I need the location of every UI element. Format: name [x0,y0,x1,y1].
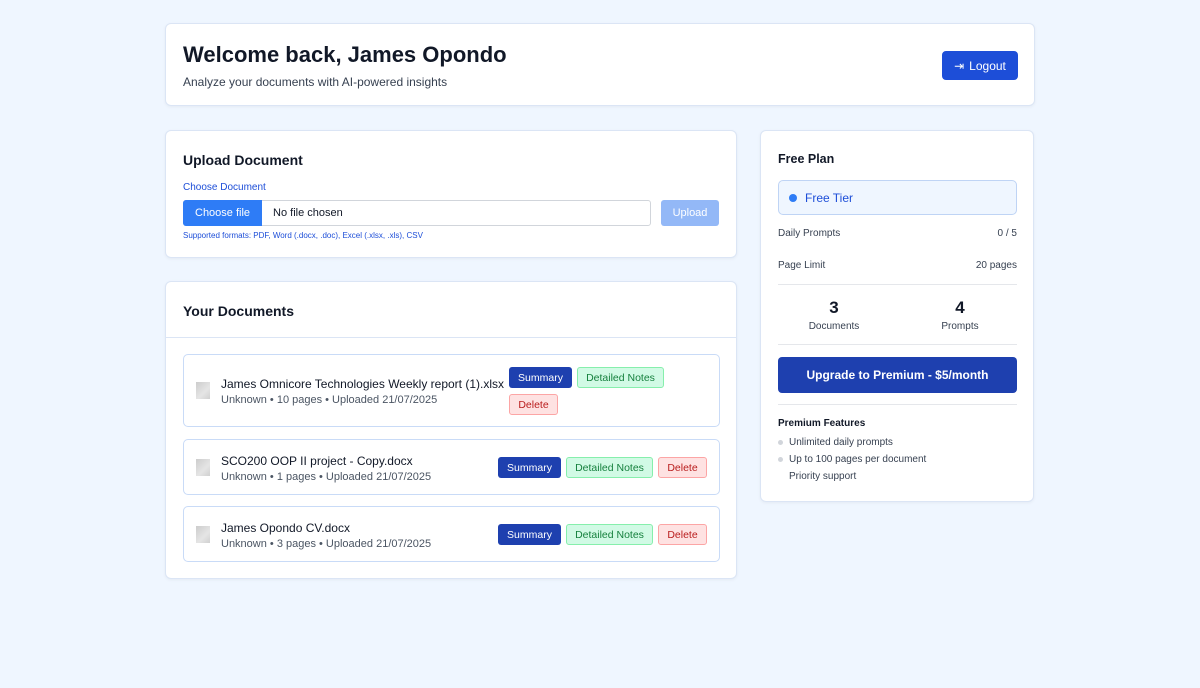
plan-title: Free Plan [778,152,835,166]
detailed-notes-button[interactable]: Detailed Notes [577,367,664,388]
page-limit-row: Page Limit 20 pages [778,260,1017,271]
divider [778,404,1017,405]
welcome-header: Welcome back, James Opondo Analyze your … [165,23,1035,106]
feature-item: Priority support [789,471,857,482]
page-title: Welcome back, James Opondo [183,42,507,67]
feature-item: Up to 100 pages per document [778,454,926,465]
document-name: SCO200 OOP II project - Copy.docx [221,454,413,468]
document-meta: Unknown • 3 pages • Uploaded 21/07/2025 [221,538,432,550]
upload-panel: Upload Document Choose Document Choose f… [165,130,737,258]
logout-button[interactable]: ⇥ Logout [942,51,1018,80]
document-name: James Omnicore Technologies Weekly repor… [221,377,504,391]
supported-formats: Supported formats: PDF, Word (.docx, .do… [183,231,423,240]
delete-button[interactable]: Delete [658,457,707,478]
detailed-notes-button[interactable]: Detailed Notes [566,457,653,478]
plan-panel: Free Plan Free Tier Daily Prompts 0 / 5 P… [760,130,1034,502]
upload-button[interactable]: Upload [661,200,719,226]
file-icon [196,459,210,476]
documents-stat: 3 Documents [808,298,860,332]
delete-button[interactable]: Delete [658,524,707,545]
detailed-notes-button[interactable]: Detailed Notes [566,524,653,545]
prompts-stat: 4 Prompts [941,298,979,332]
summary-button[interactable]: Summary [509,367,572,388]
premium-features-title: Premium Features [778,418,866,429]
file-icon [196,526,210,543]
documents-panel: Your Documents James Omnicore Technologi… [165,281,737,579]
summary-button[interactable]: Summary [498,524,561,545]
feature-item: Unlimited daily prompts [778,437,893,448]
bullet-icon [778,440,783,445]
document-item: SCO200 OOP II project - Copy.docx Unknow… [183,439,720,495]
document-meta: Unknown • 10 pages • Uploaded 21/07/2025 [221,394,438,406]
file-status: No file chosen [273,207,343,219]
divider [778,284,1017,285]
divider [778,344,1017,345]
choose-document-label: Choose Document [183,182,266,193]
choose-file-button[interactable]: Choose file [183,200,263,226]
document-item: James Opondo CV.docx Unknown • 3 pages •… [183,506,720,562]
delete-button[interactable]: Delete [509,394,558,415]
divider [166,337,736,338]
upload-title: Upload Document [183,152,303,168]
logout-icon: ⇥ [954,58,965,73]
file-input[interactable]: Choose file No file chosen [183,200,651,226]
tier-badge: Free Tier [778,180,1017,215]
page-subtitle: Analyze your documents with AI-powered i… [183,75,448,89]
file-icon [196,382,210,399]
document-meta: Unknown • 1 pages • Uploaded 21/07/2025 [221,471,432,483]
daily-prompts-row: Daily Prompts 0 / 5 [778,228,1017,239]
document-item: James Omnicore Technologies Weekly repor… [183,354,720,427]
bullet-icon [778,457,783,462]
summary-button[interactable]: Summary [498,457,561,478]
document-name: James Opondo CV.docx [221,521,350,535]
documents-title: Your Documents [183,303,294,319]
upgrade-button[interactable]: Upgrade to Premium - $5/month [778,357,1017,393]
status-dot-icon [789,193,797,202]
